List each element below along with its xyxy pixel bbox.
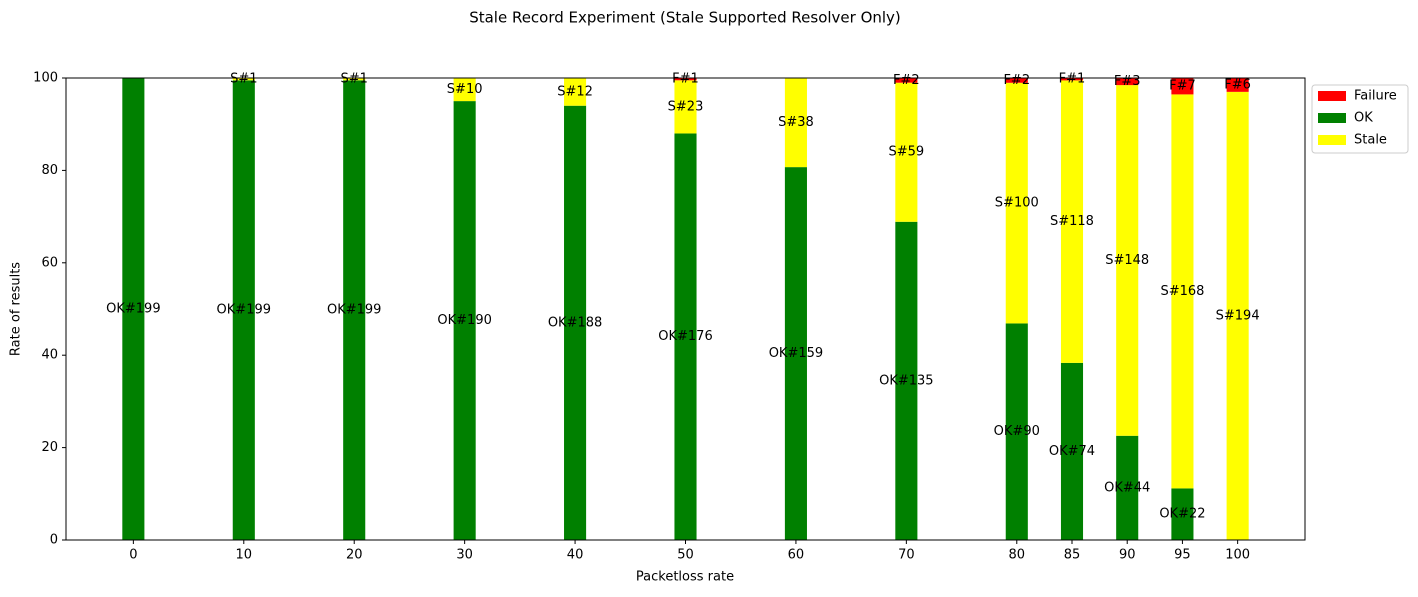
- x-tick-label: 20: [346, 548, 363, 563]
- x-tick-label: 10: [236, 548, 253, 563]
- bar-segment: [784, 78, 807, 168]
- bar-segment: [453, 101, 476, 540]
- x-tick-label: 0: [129, 548, 137, 563]
- data-label: F#2: [1003, 73, 1030, 88]
- data-label: S#23: [668, 99, 704, 114]
- data-label: S#1: [230, 72, 257, 87]
- data-label: S#100: [995, 196, 1039, 211]
- legend-label: Stale: [1354, 133, 1387, 148]
- data-label: OK#44: [1104, 480, 1150, 495]
- y-tick-label: 0: [50, 533, 58, 548]
- data-label: F#3: [1114, 74, 1141, 89]
- bar-segment: [895, 82, 918, 222]
- x-tick-label: 60: [788, 548, 805, 563]
- data-label: S#10: [447, 82, 483, 97]
- bar-segment: [1116, 78, 1139, 86]
- y-axis-label: Rate of results: [9, 262, 24, 356]
- data-label: OK#188: [548, 315, 602, 330]
- x-tick-label: 80: [1009, 548, 1026, 563]
- y-tick-label: 20: [41, 440, 58, 455]
- data-label: S#38: [778, 115, 814, 130]
- bar-segment: [1171, 488, 1194, 540]
- data-label: OK#199: [327, 303, 381, 318]
- bar-segment: [122, 78, 145, 540]
- bar-segment: [1171, 78, 1194, 95]
- data-label: OK#199: [217, 303, 271, 318]
- bar-segment: [232, 78, 255, 81]
- data-label: OK#176: [658, 329, 712, 344]
- legend-label: Failure: [1354, 89, 1397, 104]
- bar-segment: [674, 80, 697, 134]
- bar-segment: [1226, 91, 1249, 541]
- data-label: S#148: [1105, 253, 1149, 268]
- data-label: S#168: [1160, 284, 1204, 299]
- bar-segment: [1060, 362, 1084, 540]
- x-tick-label: 40: [567, 548, 584, 563]
- bar-segment: [1171, 94, 1194, 489]
- data-label: OK#135: [879, 373, 933, 388]
- y-tick-label: 60: [41, 255, 58, 270]
- y-tick-label: 80: [41, 163, 58, 178]
- data-label: F#7: [1169, 79, 1196, 94]
- legend-swatch: [1318, 113, 1346, 123]
- x-tick-label: 50: [677, 548, 694, 563]
- x-tick-label: 85: [1064, 548, 1081, 563]
- bar-segment: [1060, 78, 1084, 81]
- data-label: OK#199: [106, 302, 160, 317]
- data-label: OK#22: [1159, 507, 1205, 522]
- legend-swatch: [1318, 91, 1346, 101]
- bar-segment: [895, 221, 918, 540]
- legend-label: OK: [1354, 111, 1373, 126]
- legend-swatch: [1318, 135, 1346, 145]
- data-label: F#1: [1059, 72, 1086, 87]
- bar-segment: [564, 78, 587, 106]
- bar-segment: [1005, 323, 1028, 540]
- data-label: S#118: [1050, 214, 1094, 229]
- data-label: F#1: [672, 72, 699, 87]
- x-axis-label: Packetloss rate: [636, 570, 734, 585]
- bar-segment: [1005, 82, 1028, 324]
- chart-title: Stale Record Experiment (Stale Supported…: [469, 9, 901, 27]
- plot-frame: [65, 77, 1306, 541]
- data-label: S#12: [557, 84, 593, 99]
- x-tick-label: 30: [456, 548, 473, 563]
- bar-segment: [453, 78, 476, 102]
- data-label: F#6: [1224, 77, 1251, 92]
- data-label: S#59: [889, 145, 925, 160]
- bar-segment: [1226, 78, 1249, 92]
- y-tick-label: 40: [41, 348, 58, 363]
- bar-segment: [1116, 85, 1139, 436]
- bar-segment: [1116, 435, 1139, 540]
- bar-segment: [674, 133, 697, 540]
- data-label: S#1: [341, 72, 368, 87]
- bar-segment: [564, 105, 587, 540]
- y-tick-label: 100: [33, 71, 58, 86]
- bar-segment: [343, 78, 366, 81]
- bar-segment: [232, 80, 255, 540]
- x-tick-label: 100: [1225, 548, 1250, 563]
- data-label: F#2: [893, 73, 920, 88]
- x-tick-label: 70: [898, 548, 915, 563]
- data-label: OK#74: [1049, 444, 1095, 459]
- data-label: OK#90: [994, 424, 1040, 439]
- bar-segment: [895, 78, 918, 83]
- x-tick-label: 90: [1119, 548, 1136, 563]
- bar-segment: [343, 80, 366, 540]
- bar-segment: [1005, 78, 1028, 83]
- x-tick-label: 95: [1174, 548, 1191, 563]
- data-label: S#194: [1216, 308, 1260, 323]
- data-label: OK#159: [769, 346, 823, 361]
- data-label: OK#190: [437, 313, 491, 328]
- bar-segment: [674, 78, 697, 81]
- bar-segment: [784, 167, 807, 540]
- bar-segment: [1060, 80, 1084, 363]
